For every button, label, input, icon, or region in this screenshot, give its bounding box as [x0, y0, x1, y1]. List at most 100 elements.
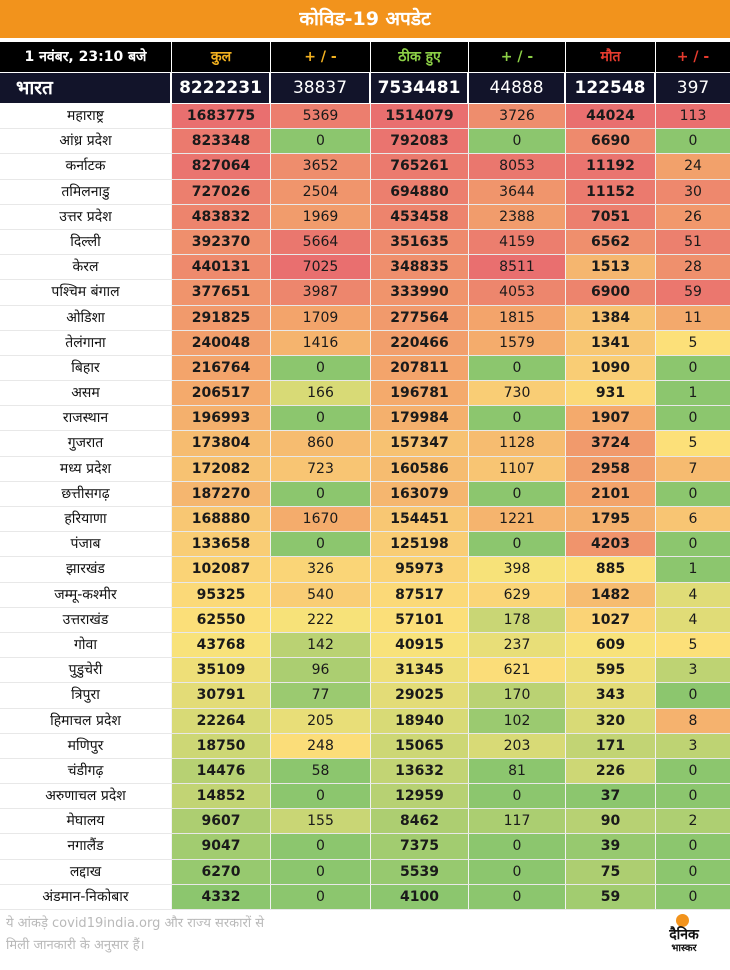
recovered-cell: 160586: [371, 456, 469, 481]
deaths-change-cell: 0: [656, 129, 730, 154]
recovered-cell: 31345: [371, 658, 469, 683]
deaths-cell: 320: [566, 708, 656, 733]
total-cases-cell: 9047: [172, 834, 271, 859]
deaths-cell: 1384: [566, 305, 656, 330]
table-row: पंजाब 133658 0 125198 0 4203 0: [0, 532, 730, 558]
state-name-cell: त्रिपुरा: [0, 683, 172, 708]
deaths-cell: 1907: [566, 406, 656, 431]
recovered-cell: 792083: [371, 129, 469, 154]
country-deaths-change: 397: [656, 73, 730, 103]
dainik-bhaskar-logo: दैनिक भास्कर: [656, 914, 712, 962]
deaths-change-cell: 0: [656, 683, 730, 708]
table-row: बिहार 216764 0 207811 0 1090 0: [0, 355, 730, 382]
total-change-cell: 205: [271, 708, 371, 733]
table-row: गुजरात 173804 860 157347 1128 3724 5: [0, 431, 730, 457]
table-row: उत्तराखंड 62550 222 57101 178 1027 4: [0, 607, 730, 633]
recovered-cell: 7375: [371, 834, 469, 859]
total-cases-cell: 206517: [172, 381, 271, 406]
recovered-cell: 12959: [371, 784, 469, 809]
recovered-cell: 196781: [371, 381, 469, 406]
table-row: आंध्र प्रदेश 823348 0 792083 0 6690 0: [0, 129, 730, 155]
deaths-cell: 39: [566, 834, 656, 859]
recovered-change-cell: 4159: [469, 229, 566, 255]
state-name-cell: उत्तर प्रदेश: [0, 204, 172, 229]
deaths-change-cell: 0: [656, 532, 730, 557]
total-cases-cell: 727026: [172, 179, 271, 204]
recovered-cell: 765261: [371, 154, 469, 179]
total-cases-cell: 95325: [172, 582, 271, 607]
country-total: 8222231: [172, 73, 271, 103]
deaths-cell: 609: [566, 632, 656, 658]
table-row: तेलंगाना 240048 1416 220466 1579 1341 5: [0, 330, 730, 356]
recovered-change-cell: 1579: [469, 330, 566, 355]
recovered-change-cell: 1221: [469, 507, 566, 532]
table-row: कर्नाटक 827064 3652 765261 8053 11192 24: [0, 154, 730, 180]
recovered-change-cell: 8511: [469, 255, 566, 280]
table-row: तमिलनाडु 727026 2504 694880 3644 11152 30: [0, 179, 730, 205]
table-row: गोवा 43768 142 40915 237 609 5: [0, 632, 730, 659]
total-cases-cell: 392370: [172, 229, 271, 255]
recovered-change-cell: 0: [469, 129, 566, 154]
recovered-cell: 154451: [371, 507, 469, 532]
state-name-cell: दिल्ली: [0, 229, 172, 255]
table-row: केरल 440131 7025 348835 8511 1513 28: [0, 255, 730, 281]
table-row: मध्य प्रदेश 172082 723 160586 1107 2958 7: [0, 456, 730, 482]
table-row: अंडमान-निकोबार 4332 0 4100 0 59 0: [0, 884, 730, 910]
total-change-cell: 0: [271, 532, 371, 557]
deaths-change-cell: 0: [656, 884, 730, 909]
state-name-cell: पंजाब: [0, 532, 172, 557]
recovered-change-cell: 1107: [469, 456, 566, 481]
table-row: असम 206517 166 196781 730 931 1: [0, 381, 730, 407]
total-cases-cell: 377651: [172, 280, 271, 305]
state-name-cell: अरुणाचल प्रदेश: [0, 784, 172, 809]
table-row: महाराष्ट्र 1683775 5369 1514079 3726 44024 113: [0, 104, 730, 130]
recovered-change-cell: 1815: [469, 305, 566, 330]
deaths-cell: 1795: [566, 507, 656, 532]
state-table: महाराष्ट्र 1683775 5369 1514079 3726 44024 113…: [0, 104, 730, 910]
recovered-change-cell: 3726: [469, 104, 566, 129]
table-row: त्रिपुरा 30791 77 29025 170 343 0: [0, 683, 730, 709]
deaths-change-cell: 28: [656, 255, 730, 280]
total-change-cell: 77: [271, 683, 371, 708]
total-change-cell: 1670: [271, 507, 371, 532]
state-name-cell: जम्मू-कश्मीर: [0, 582, 172, 607]
recovered-cell: 694880: [371, 179, 469, 204]
total-cases-cell: 43768: [172, 632, 271, 658]
deaths-change-cell: 5: [656, 330, 730, 355]
deaths-cell: 75: [566, 859, 656, 884]
recovered-change-cell: 81: [469, 758, 566, 784]
total-change-cell: 540: [271, 582, 371, 607]
state-name-cell: मध्य प्रदेश: [0, 456, 172, 481]
recovered-change-cell: 178: [469, 607, 566, 632]
total-change-cell: 166: [271, 381, 371, 406]
logo-line-1: दैनिक: [669, 927, 699, 943]
deaths-header: मौत: [566, 42, 656, 72]
recovered-change-cell: 170: [469, 683, 566, 708]
total-change-cell: 723: [271, 456, 371, 481]
recovered-change-cell: 0: [469, 784, 566, 809]
state-name-cell: आंध्र प्रदेश: [0, 129, 172, 154]
recovered-change-cell: 629: [469, 582, 566, 607]
deaths-change-cell: 0: [656, 758, 730, 784]
deaths-cell: 885: [566, 557, 656, 582]
deaths-change-cell: 3: [656, 658, 730, 683]
recovered-change-cell: 237: [469, 632, 566, 658]
total-cases-cell: 14852: [172, 784, 271, 809]
recovered-cell: 13632: [371, 758, 469, 784]
recovered-change-header: + / -: [469, 42, 566, 72]
recovered-cell: 220466: [371, 330, 469, 355]
table-row: पुडुचेरी 35109 96 31345 621 595 3: [0, 658, 730, 684]
deaths-change-cell: 0: [656, 406, 730, 431]
recovered-change-cell: 8053: [469, 154, 566, 179]
deaths-cell: 44024: [566, 104, 656, 129]
deaths-change-cell: 30: [656, 179, 730, 204]
state-name-cell: नगालैंड: [0, 834, 172, 859]
deaths-change-cell: 7: [656, 456, 730, 481]
total-change-cell: 0: [271, 406, 371, 431]
table-row: हरियाणा 168880 1670 154451 1221 1795 6: [0, 507, 730, 533]
deaths-cell: 1090: [566, 355, 656, 381]
deaths-change-cell: 11: [656, 305, 730, 330]
recovered-change-cell: 0: [469, 481, 566, 506]
total-cases-cell: 823348: [172, 129, 271, 154]
deaths-change-cell: 8: [656, 708, 730, 733]
